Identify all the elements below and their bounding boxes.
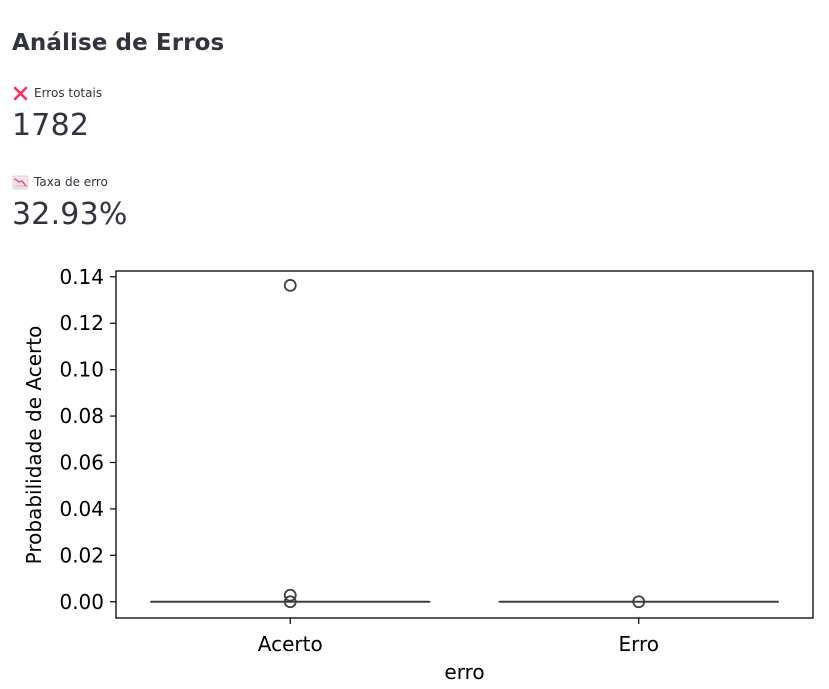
y-tick-label: 0.04 (59, 497, 104, 521)
x-axis-label: erro (444, 660, 484, 684)
y-tick-label: 0.12 (59, 311, 104, 335)
box-acerto (150, 278, 431, 609)
metric-total-errors: Erros totais 1782 (12, 84, 102, 143)
box-erro (498, 595, 779, 609)
chart-decreasing-icon (12, 175, 29, 189)
x-tick-label: Acerto (258, 632, 323, 656)
metric-value: 1782 (12, 108, 90, 143)
boxplot-chart: 0.00 0.02 0.04 0.06 0.08 0.10 0.12 0.14 Acerto E… (22, 265, 814, 684)
plot-frame (115, 270, 814, 619)
metric-label: Taxa de erro (34, 175, 108, 189)
metric-label: Erros totais (34, 86, 103, 100)
cross-icon (13, 86, 28, 100)
y-axis-label: Probabilidade de Acerto (22, 326, 46, 565)
x-tick-label: Erro (618, 632, 659, 656)
outlier-point (283, 278, 297, 292)
metric-error-rate: Taxa de erro 32.93% (12, 173, 128, 232)
y-tick-label: 0.14 (59, 265, 104, 289)
y-tick-label: 0.02 (59, 543, 104, 567)
y-tick-label: 0.10 (59, 358, 104, 382)
y-tick-label: 0.06 (59, 450, 104, 474)
y-tick-label: 0.00 (59, 590, 104, 614)
page-title: Análise de Erros (12, 30, 225, 56)
outlier-point (283, 595, 297, 609)
outlier-point (283, 588, 297, 602)
outlier-point (632, 595, 646, 609)
metric-value: 32.93% (12, 197, 128, 232)
y-tick-label: 0.08 (59, 404, 104, 428)
